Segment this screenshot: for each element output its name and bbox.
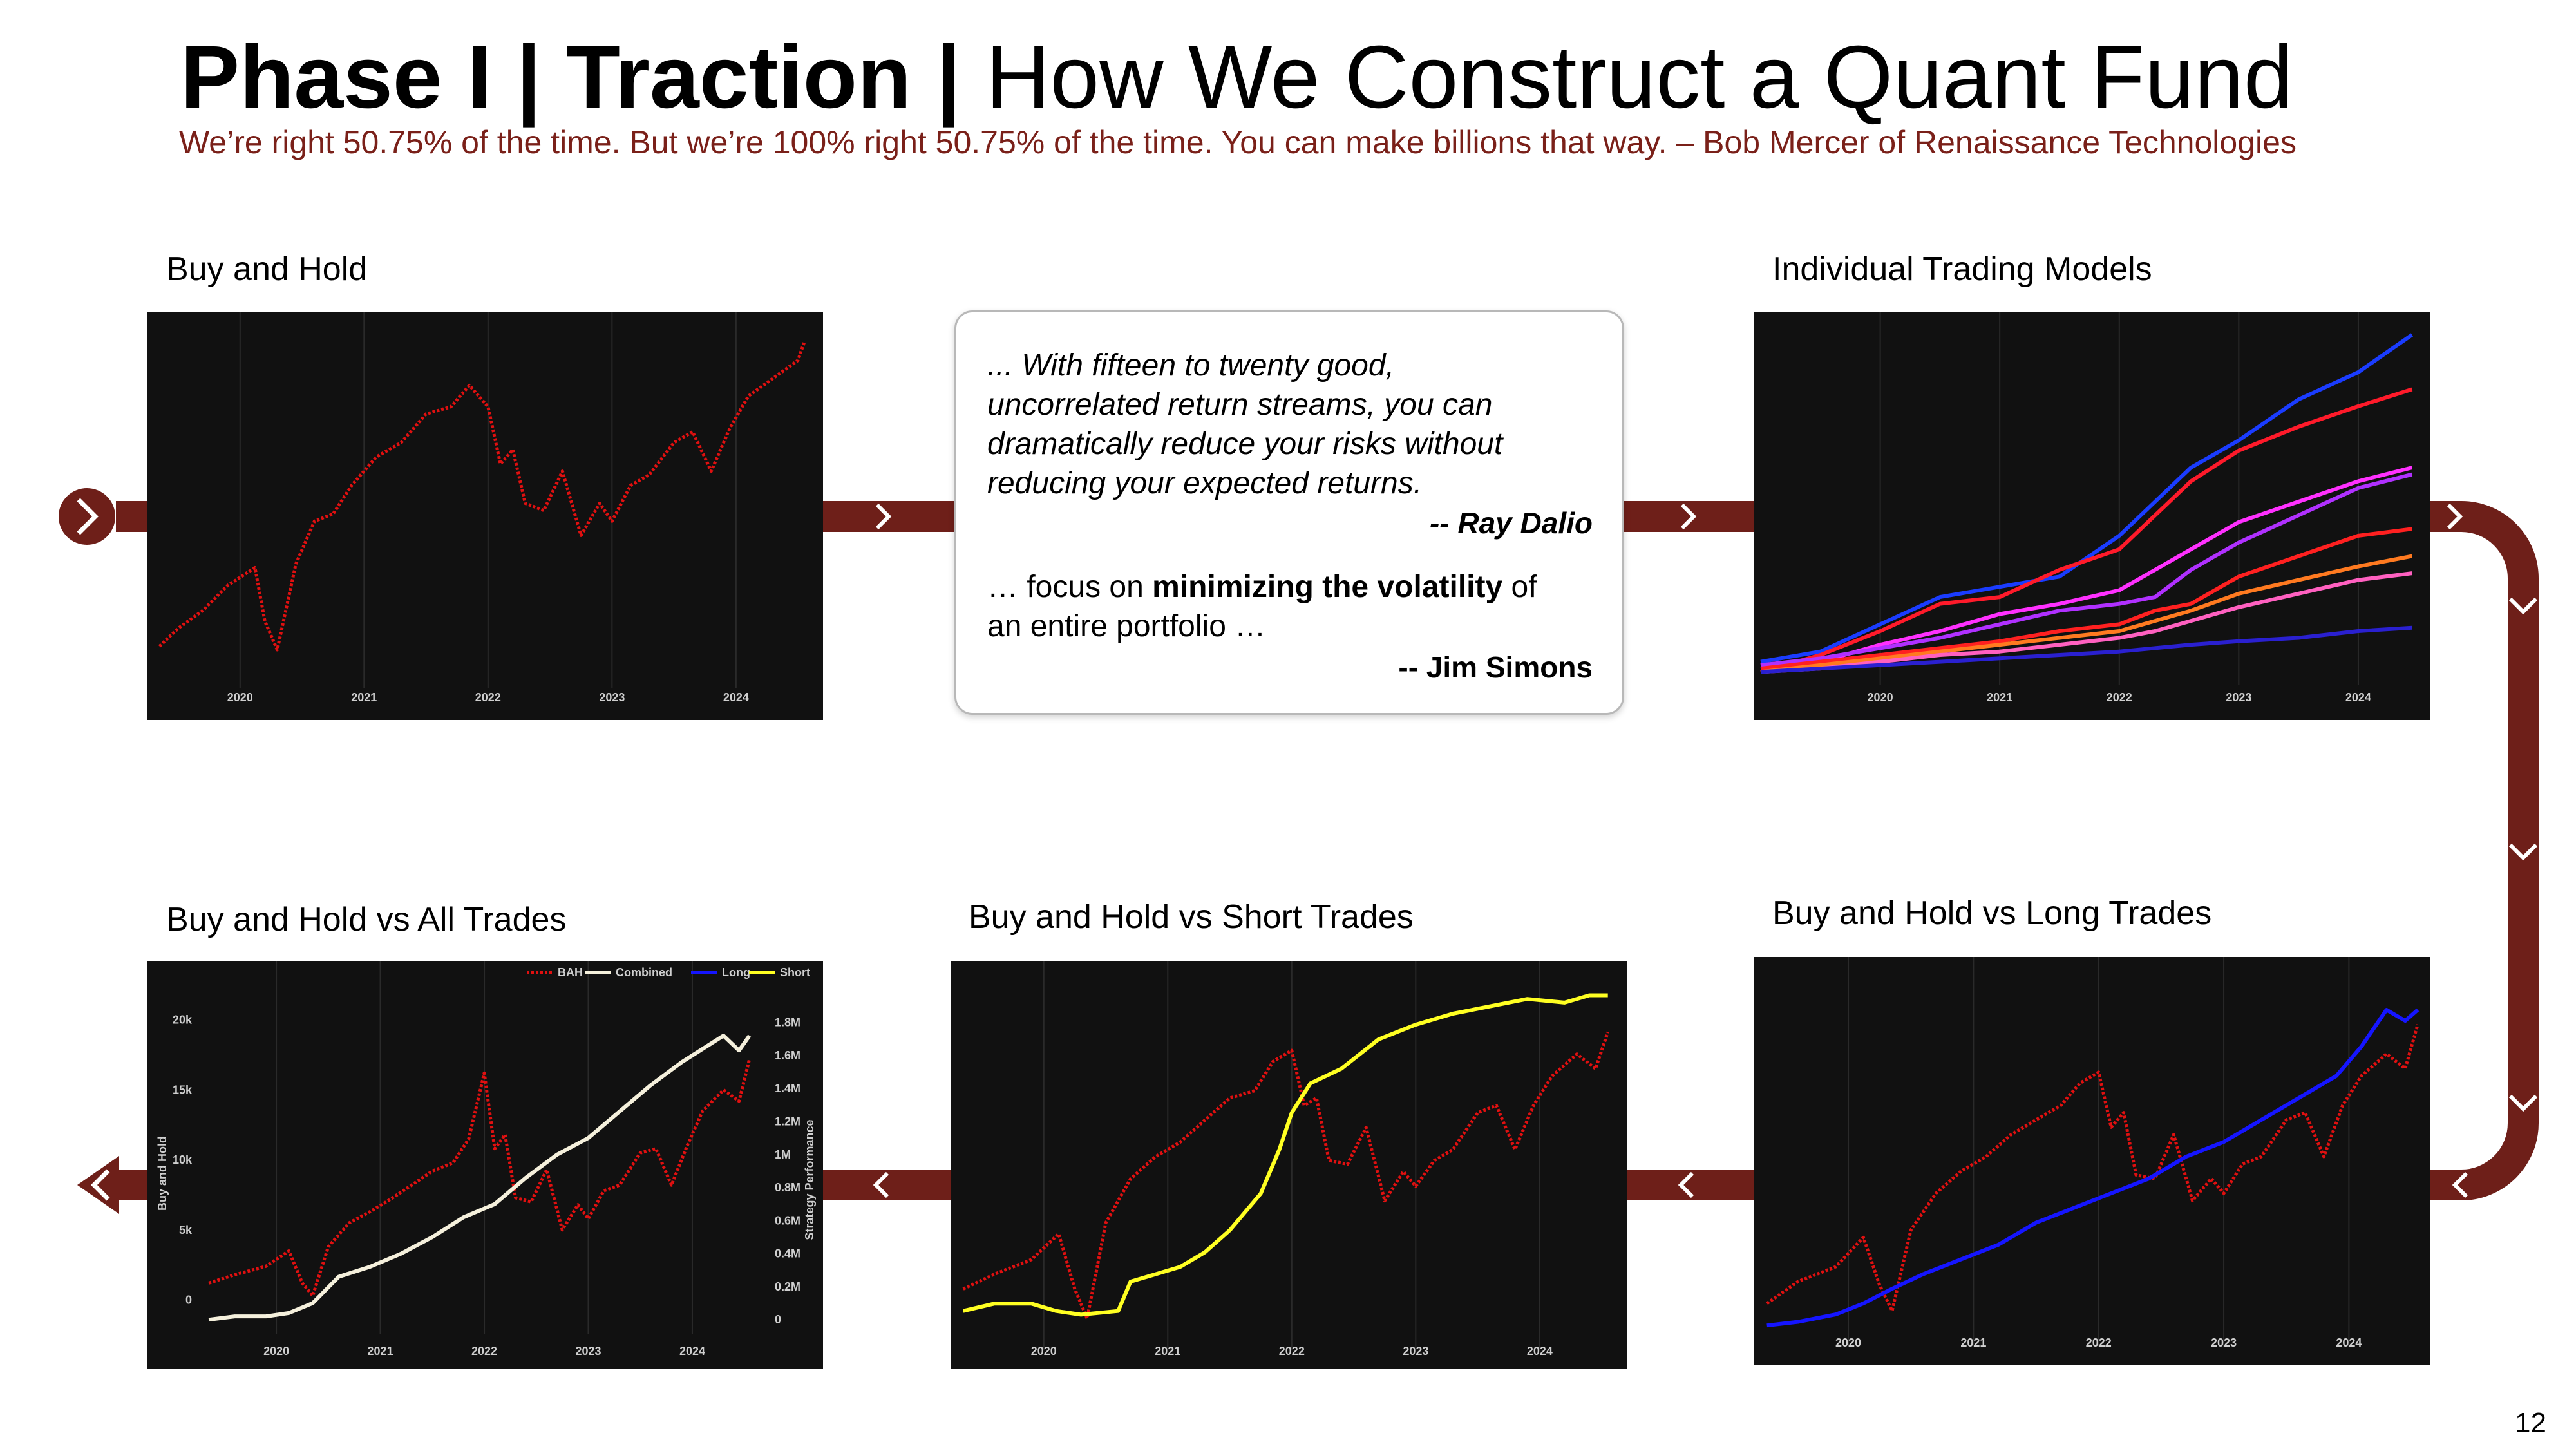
x-tick-label: 2024 [2345, 691, 2371, 704]
chart-buy-and-hold-vs-long-trades: 2020 2021 2022 2023 2024 [1754, 957, 2430, 1365]
slide-title: Phase I | Traction | How We Construct a … [180, 26, 2293, 129]
x-tick-label: 2021 [351, 691, 377, 704]
dalio-line-3: dramatically reduce your risks without [987, 427, 1503, 461]
y-left-axis-label: Buy and Hold [156, 1136, 169, 1211]
title-rest: How We Construct a Quant Fund [985, 28, 2293, 127]
label-buy-and-hold-vs-short-trades: Buy and Hold vs Short Trades [969, 898, 1414, 936]
quote-box: ... With fifteen to twenty good, uncorre… [954, 310, 1624, 715]
x-tick-label: 2022 [2107, 691, 2132, 704]
dalio-line-2: uncorrelated return streams, you can [987, 388, 1493, 422]
x-tick-label: 2020 [263, 1345, 289, 1358]
label-buy-and-hold-vs-all-trades: Buy and Hold vs All Trades [166, 901, 567, 938]
flow-chevrons [873, 503, 2538, 1198]
x-tick-label: 2021 [1987, 691, 2012, 704]
connector-top-right [1623, 501, 1758, 532]
series-line-short [962, 993, 1608, 1317]
x-tick-label: 2020 [1031, 1345, 1057, 1358]
x-tick-label: 2020 [1868, 691, 1893, 704]
y-right-tick-label: 0.4M [775, 1247, 800, 1260]
y-left-tick-label: 20k [173, 1014, 193, 1027]
y-right-tick-label: 1.8M [775, 1016, 800, 1029]
series-line-bah [1766, 1024, 2420, 1312]
chart-buy-and-hold-vs-all-trades: 2020 2021 2022 2023 2024 0 5k 10k 15k 20k 0 0.2M 0.4… [147, 961, 823, 1369]
x-tick-label: 2021 [1155, 1345, 1180, 1358]
slide-subtitle: We’re right 50.75% of the time. But we’r… [179, 124, 2297, 160]
y-left-tick-label: 15k [173, 1083, 193, 1096]
y-right-tick-label: 0.6M [775, 1214, 800, 1227]
y-right-tick-label: 0 [775, 1313, 781, 1326]
chart-buy-and-hold: 2020 2021 2022 2023 2024 [147, 312, 823, 720]
series-line-bah [962, 1031, 1610, 1320]
series-line-magenta [1760, 466, 2413, 667]
y-right-tick-label: 1.6M [775, 1049, 800, 1062]
end-arrow-icon [77, 1156, 119, 1214]
x-tick-label: 2024 [1527, 1345, 1553, 1358]
series-line-bah [158, 341, 806, 652]
y-right-tick-label: 1.2M [775, 1115, 800, 1128]
simons-bold: minimizing the volatility [1152, 570, 1503, 604]
end-chevron-icon [91, 1169, 110, 1201]
dalio-attribution: -- Ray Dalio [1429, 506, 1593, 540]
legend-label: BAH [558, 966, 583, 979]
start-circle [59, 488, 115, 545]
simons-line-1: … focus on minimizing the volatility of [987, 567, 1537, 607]
simons-attribution: -- Jim Simons [1398, 650, 1593, 684]
series-line-purple [1760, 472, 2413, 667]
legend-label: Short [780, 966, 810, 979]
y-right-tick-label: 1.4M [775, 1082, 800, 1095]
y-left-tick-label: 5k [179, 1224, 193, 1236]
series-line-long [1766, 1008, 2420, 1328]
dalio-line-4: reducing your expected returns. [987, 466, 1423, 500]
x-tick-label: 2022 [471, 1345, 497, 1358]
x-tick-label: 2023 [2211, 1336, 2237, 1349]
x-tick-label: 2021 [1960, 1336, 1986, 1349]
legend-label: Long [722, 966, 750, 979]
x-tick-label: 2024 [2336, 1336, 2362, 1349]
label-individual-trading-models: Individual Trading Models [1772, 251, 2152, 288]
chart-individual-trading-models: 2020 2021 2022 2023 2024 [1754, 312, 2430, 720]
x-tick-label: 2020 [227, 691, 253, 704]
connector-bottom-right [1623, 1170, 1765, 1200]
page-number: 12 [2515, 1407, 2546, 1439]
series-line-darkblue [1760, 625, 2412, 674]
x-tick-label: 2024 [679, 1345, 705, 1358]
x-tick-label: 2023 [1403, 1345, 1428, 1358]
series-line-bah [208, 1058, 752, 1298]
label-buy-and-hold-vs-long-trades: Buy and Hold vs Long Trades [1772, 895, 2212, 932]
title-bold: Phase I | Traction | [180, 28, 961, 127]
y-right-tick-label: 0.2M [775, 1280, 800, 1293]
y-right-tick-label: 0.8M [775, 1181, 800, 1194]
x-tick-label: 2024 [723, 691, 749, 704]
label-buy-and-hold: Buy and Hold [166, 251, 368, 288]
dalio-line-1: ... With fifteen to twenty good, [987, 348, 1394, 383]
simons-line-2: an entire portfolio … [987, 609, 1266, 643]
series-line-red [1760, 387, 2413, 674]
x-tick-label: 2022 [475, 691, 501, 704]
series-line-pink [1760, 571, 2412, 674]
y-left-tick-label: 0 [185, 1294, 192, 1307]
series-line-orange [1760, 554, 2412, 674]
connector-bottom-mid [818, 1170, 960, 1200]
y-right-tick-label: 1M [775, 1148, 791, 1161]
y-left-tick-label: 10k [173, 1153, 193, 1166]
connector-curve-right [2428, 501, 2539, 1200]
simons-post: of [1502, 570, 1537, 604]
x-tick-label: 2023 [599, 691, 625, 704]
x-tick-label: 2022 [1279, 1345, 1305, 1358]
series-line-combined [208, 1034, 752, 1322]
x-tick-label: 2023 [575, 1345, 601, 1358]
chart-buy-and-hold-vs-short-trades: 2020 2021 2022 2023 2024 [951, 961, 1627, 1369]
series-line-blue [1760, 333, 2414, 664]
legend-label: Combined [616, 966, 672, 979]
simons-pre: … focus on [987, 570, 1153, 604]
x-tick-label: 2020 [1835, 1336, 1861, 1349]
start-chevron-icon [77, 498, 99, 535]
series-line-red2 [1760, 527, 2412, 671]
x-tick-label: 2023 [2226, 691, 2251, 704]
y-right-axis-label: Strategy Performance [803, 1119, 816, 1240]
x-tick-label: 2021 [368, 1345, 393, 1358]
x-tick-label: 2022 [2086, 1336, 2112, 1349]
